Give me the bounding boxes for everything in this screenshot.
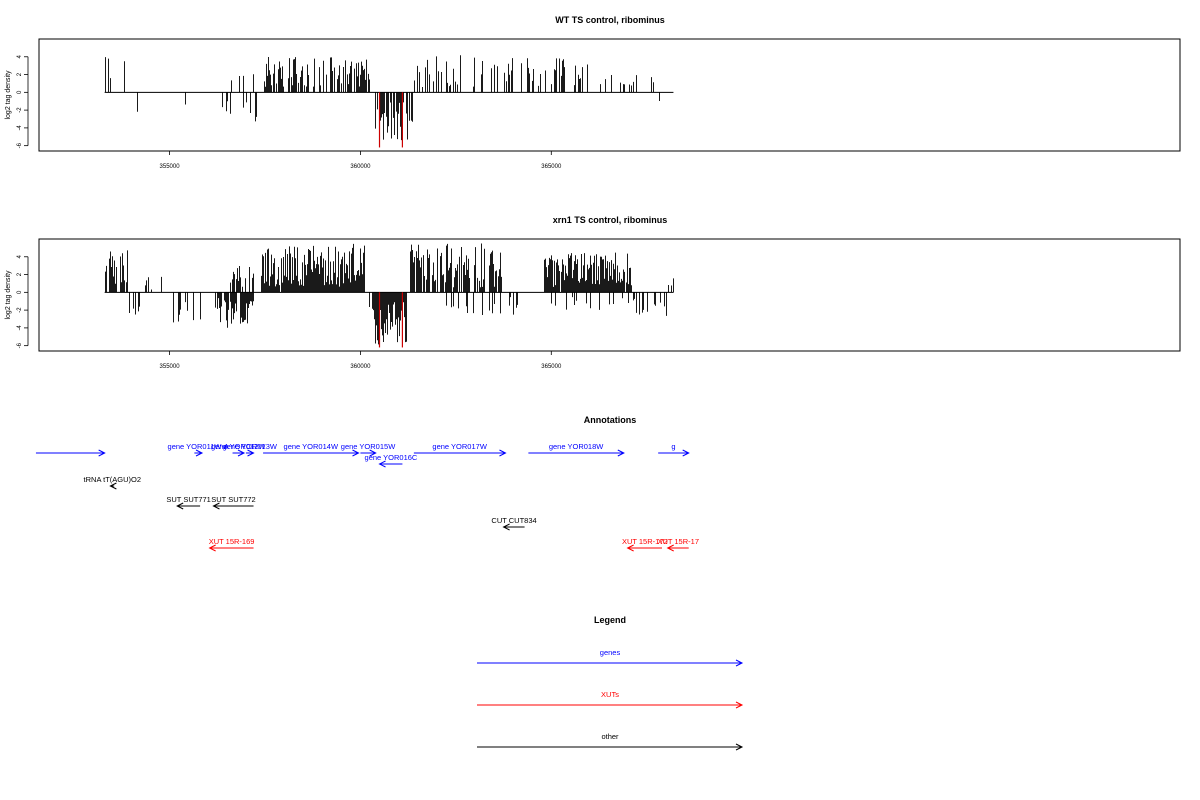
xrn1-track-title: xrn1 TS control, ribominus <box>553 215 668 225</box>
feature-label: gene YOR015W <box>341 442 396 451</box>
legend-label: genes <box>600 648 621 657</box>
annotation-feature: gene YOR014W <box>263 442 360 457</box>
legend-item-other: other <box>477 732 744 751</box>
legend-items: genes XUTs other <box>477 648 744 751</box>
annotation-feature: CUT CUT834 <box>491 516 537 531</box>
wt-y-tick-label: -6 <box>17 142 23 148</box>
legend-label: other <box>601 732 619 741</box>
annotation-feature: gene YOR016C <box>365 453 418 468</box>
feature-label: gene YOR012W <box>211 442 266 451</box>
xrn1-x-tick-label: 355000 <box>160 364 181 370</box>
legend-label: XUTs <box>601 690 619 699</box>
wt-y-tick-label: -2 <box>17 107 23 113</box>
xrn1-signal-bars <box>104 243 674 348</box>
feature-arrow-head <box>502 523 510 531</box>
feature-arrow-head <box>176 502 184 510</box>
feature-label: XUT 15R-169 <box>209 537 255 546</box>
feature-label: gene YOR014W <box>284 442 339 451</box>
xrn1-y-axis: 4 2 0 -2 -4 -6 <box>17 254 29 348</box>
legend-title: Legend <box>594 615 626 625</box>
feature-arrow-head <box>109 482 117 490</box>
feature-arrow-head <box>352 449 360 457</box>
xrn1-x-tick-label: 365000 <box>541 364 562 370</box>
legend-arrow-head <box>735 701 744 709</box>
feature-label: tRNA tT(AGU)O2 <box>84 475 142 484</box>
feature-arrow-head <box>499 449 507 457</box>
feature-label: SUT SUT772 <box>211 495 255 504</box>
feature-label: gene YOR018W <box>549 442 604 451</box>
wt-x-tick-label: 355000 <box>160 164 181 170</box>
feature-arrow-head <box>682 449 690 457</box>
feature-label: gene YOR016C <box>365 453 418 462</box>
xrn1-y-tick-label: -2 <box>17 307 23 313</box>
annotation-feature: gene YOR012W <box>211 442 266 457</box>
annotation-feature: g <box>658 442 690 457</box>
wt-y-axis: 4 2 0 -2 -4 -6 <box>17 54 29 148</box>
feature-label: gene YOR017W <box>432 442 487 451</box>
legend-panel: Legend genes XUTs other <box>477 615 744 751</box>
annotation-feature: SUT SUT772 <box>211 495 256 510</box>
feature-arrow-head <box>237 449 246 457</box>
feature-label: XUT 15R-17 <box>657 537 699 546</box>
feature-arrow-head <box>247 449 255 457</box>
annotation-feature: gene YOR011W-A <box>168 442 229 457</box>
wt-signal-bars <box>104 55 674 148</box>
legend-arrow-head <box>735 743 744 751</box>
xrn1-y-tick-label: -6 <box>17 342 23 348</box>
feature-arrow-head <box>617 449 625 457</box>
wt-x-tick-label: 365000 <box>541 164 562 170</box>
wt-y-tick-label: -4 <box>17 125 23 131</box>
feature-arrow-head <box>212 502 220 510</box>
feature-arrow-head <box>369 449 377 457</box>
xrn1-y-tick-label: 2 <box>17 272 23 276</box>
annotation-feature: XUT 15R-17 <box>657 537 699 552</box>
feature-label: SUT SUT771 <box>166 495 210 504</box>
annotation-feature: SUT SUT771 <box>166 495 211 510</box>
feature-arrow-head <box>378 460 386 468</box>
wt-x-tick-label: 360000 <box>350 164 371 170</box>
xrn1-plot-frame <box>38 238 1181 352</box>
feature-arrow-head <box>98 449 106 457</box>
annotation-feature: gene YOR017W <box>413 442 507 457</box>
annotation-feature: gene YOR013W <box>222 442 278 457</box>
feature-label: CUT CUT834 <box>491 516 536 525</box>
xrn1-y-tick-label: 0 <box>17 290 23 294</box>
feature-label: g <box>671 442 675 451</box>
annotation-feature: gene YOR015W <box>341 442 396 457</box>
wt-x-axis: 355000 360000 365000 <box>160 151 562 170</box>
annotation-feature: XUT 15R-169 <box>208 537 255 552</box>
feature-label: gene YOR013W <box>222 442 277 451</box>
feature-arrow-head <box>666 544 674 552</box>
feature-arrow-head <box>626 544 634 552</box>
wt-track-title: WT TS control, ribominus <box>555 15 665 25</box>
annotation-feature: gene YOR018W <box>528 442 625 457</box>
feature-label: gene YOR011W-A <box>168 442 229 451</box>
wt-plot-frame <box>38 38 1181 152</box>
xrn1-y-tick-label: -4 <box>17 325 23 331</box>
feature-arrow-head <box>195 449 204 457</box>
legend-item-xut: XUTs <box>477 690 744 709</box>
feature-arrow-head <box>208 544 216 552</box>
wt-y-tick-label: 0 <box>17 90 23 94</box>
wt-y-axis-label: log2 tag density <box>5 70 12 120</box>
annotation-feature: tRNA tT(AGU)O2 <box>84 475 142 490</box>
legend-item-gene: genes <box>477 648 744 667</box>
wt-y-tick-label: 2 <box>17 72 23 76</box>
annotations-title: Annotations <box>584 415 637 425</box>
xrn1-track-panel: xrn1 TS control, ribominus log2 tag dens… <box>5 215 1181 370</box>
wt-track-panel: WT TS control, ribominus log2 tag densit… <box>5 15 1181 170</box>
xrn1-x-axis: 355000 360000 365000 <box>160 351 562 370</box>
annotation-feature <box>35 449 106 457</box>
wt-y-tick-label: 4 <box>17 54 23 58</box>
xrn1-x-tick-label: 360000 <box>350 364 371 370</box>
feature-label: XUT 15R-172 <box>622 537 668 546</box>
xrn1-y-tick-label: 4 <box>17 254 23 258</box>
xrn1-y-axis-label: log2 tag density <box>5 270 12 320</box>
annotation-feature: XUT 15R-172 <box>622 537 668 552</box>
legend-arrow-head <box>735 659 744 667</box>
